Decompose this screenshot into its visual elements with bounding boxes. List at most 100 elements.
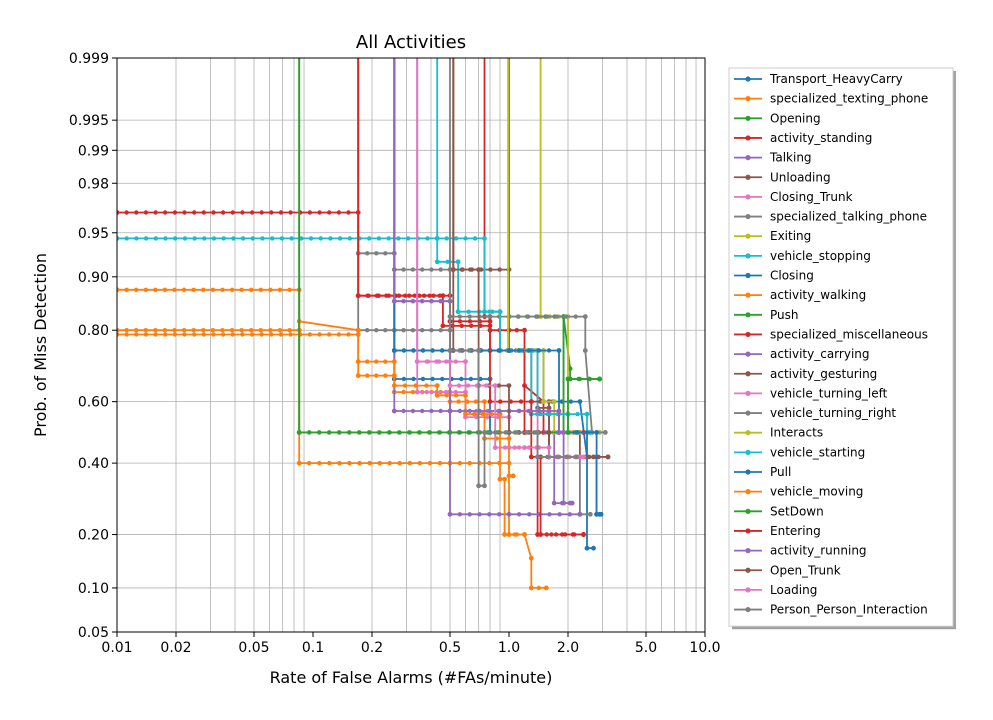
data-point: [467, 512, 472, 517]
data-point: [420, 408, 425, 414]
data-point: [502, 445, 508, 450]
data-point: [556, 348, 562, 353]
data-point: [117, 332, 120, 337]
data-point: [437, 460, 443, 466]
data-point: [582, 348, 588, 353]
legend-entry: Interacts: [734, 426, 823, 440]
data-point: [488, 267, 493, 272]
data-point: [143, 332, 149, 337]
data-point: [468, 376, 474, 382]
series-layer: [117, 58, 611, 591]
y-tick-label: 0.95: [78, 226, 109, 242]
data-point: [143, 236, 149, 241]
legend-marker: [745, 155, 751, 161]
data-point: [605, 454, 611, 460]
legend-marker: [745, 410, 751, 416]
legend-marker: [745, 174, 751, 180]
data-point: [506, 473, 512, 479]
y-tick-label: 0.40: [78, 456, 109, 472]
data-point: [376, 293, 381, 298]
data-point: [355, 332, 361, 337]
data-point: [405, 236, 411, 241]
data-point: [437, 293, 442, 298]
legend-marker: [745, 253, 751, 259]
data-point: [347, 236, 352, 241]
data-point: [337, 460, 342, 466]
data-point: [591, 545, 596, 551]
y-tick-label: 0.80: [78, 323, 109, 339]
data-point: [528, 585, 534, 591]
data-point: [438, 328, 443, 333]
data-point: [182, 236, 188, 241]
data-point: [424, 389, 429, 395]
data-point: [425, 359, 431, 364]
data-point: [450, 267, 456, 272]
legend-entry: Push: [734, 308, 799, 322]
legend-marker: [745, 390, 751, 396]
data-point: [250, 236, 255, 241]
data-point: [401, 376, 407, 382]
data-point: [397, 460, 402, 466]
data-point: [476, 483, 481, 489]
data-point: [430, 348, 435, 353]
legend-entry: Exiting: [734, 229, 811, 243]
data-point: [482, 309, 487, 315]
data-point: [117, 210, 120, 215]
legend-entry: activity_standing: [734, 131, 872, 145]
legend-label: specialized_miscellaneous: [770, 327, 928, 341]
data-point: [577, 511, 583, 517]
data-point: [453, 359, 458, 364]
data-point: [414, 359, 420, 364]
data-point: [429, 408, 434, 414]
legend-label: Exiting: [770, 229, 811, 243]
data-point: [410, 408, 416, 414]
data-point: [365, 359, 370, 364]
data-point: [367, 236, 372, 241]
data-point: [406, 430, 412, 435]
data-point: [528, 454, 534, 460]
data-point: [459, 376, 464, 382]
data-point: [453, 389, 458, 395]
data-point: [268, 328, 273, 333]
data-point: [191, 287, 196, 292]
y-tick-label: 0.20: [78, 528, 109, 544]
data-point: [277, 328, 283, 333]
series-Person_Person_Interaction: [447, 58, 579, 489]
legend-entry: activity_gesturing: [734, 367, 877, 381]
data-point: [440, 323, 446, 329]
data-point: [438, 408, 443, 414]
data-point: [355, 359, 361, 364]
data-point: [420, 348, 426, 353]
data-point: [288, 332, 293, 337]
data-point: [439, 348, 445, 353]
legend-entry: Open_Trunk: [734, 563, 841, 577]
legend-entry: vehicle_turning_left: [734, 386, 888, 400]
legend-marker: [745, 528, 751, 534]
data-point: [182, 332, 187, 337]
data-point: [482, 399, 487, 404]
data-point: [269, 210, 274, 215]
data-point: [336, 210, 342, 215]
legend-marker: [745, 489, 751, 495]
data-point: [410, 267, 416, 272]
legend-entry: specialized_texting_phone: [734, 92, 928, 106]
data-point: [482, 483, 487, 489]
data-point: [299, 236, 304, 241]
legend-entry: activity_walking: [734, 288, 866, 302]
legend-entry: Closing_Trunk: [734, 190, 853, 204]
data-point: [487, 399, 493, 404]
data-point: [487, 408, 492, 414]
legend-marker: [745, 331, 751, 338]
data-point: [307, 460, 312, 466]
data-point: [134, 332, 139, 337]
legend-marker: [745, 508, 751, 514]
y-tick-label: 0.10: [78, 581, 109, 597]
data-point: [456, 430, 462, 435]
plot-frame: [116, 57, 706, 633]
data-point: [355, 293, 361, 299]
data-point: [447, 359, 453, 364]
x-tick-label: 0.01: [101, 640, 132, 656]
data-point: [417, 293, 422, 298]
data-point: [153, 236, 158, 241]
data-point: [526, 348, 532, 353]
